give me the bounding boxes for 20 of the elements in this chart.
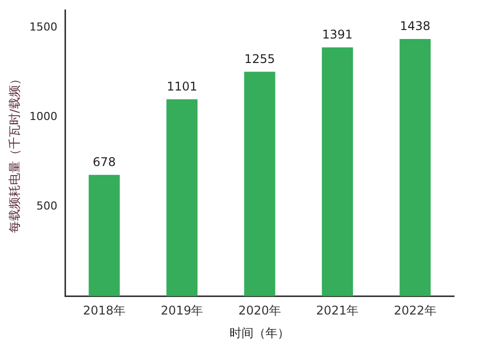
y-axis-title: 每载频耗电量（千瓦时/载频） [7, 73, 22, 234]
bar [244, 72, 276, 296]
bar [166, 99, 198, 296]
bar [400, 38, 431, 296]
data-label: 1391 [322, 28, 353, 42]
y-tick-label: 1500 [29, 20, 58, 34]
data-label: 678 [92, 155, 116, 170]
x-tick-label: 2020年 [238, 304, 281, 318]
bar [88, 174, 120, 296]
x-tick-label: 2018年 [82, 304, 126, 318]
x-tick-label: 2022年 [394, 304, 436, 318]
y-tick-label: 1000 [29, 110, 58, 124]
data-label: 1438 [400, 19, 430, 34]
y-tick-label: 500 [36, 200, 58, 213]
x-tick-label: 2021年 [316, 304, 359, 318]
x-axis-title: 时间（年） [230, 326, 290, 340]
data-label: 1255 [244, 52, 275, 66]
bar [322, 47, 353, 296]
data-label: 1101 [166, 79, 198, 94]
x-tick-label: 2019年 [160, 304, 204, 318]
